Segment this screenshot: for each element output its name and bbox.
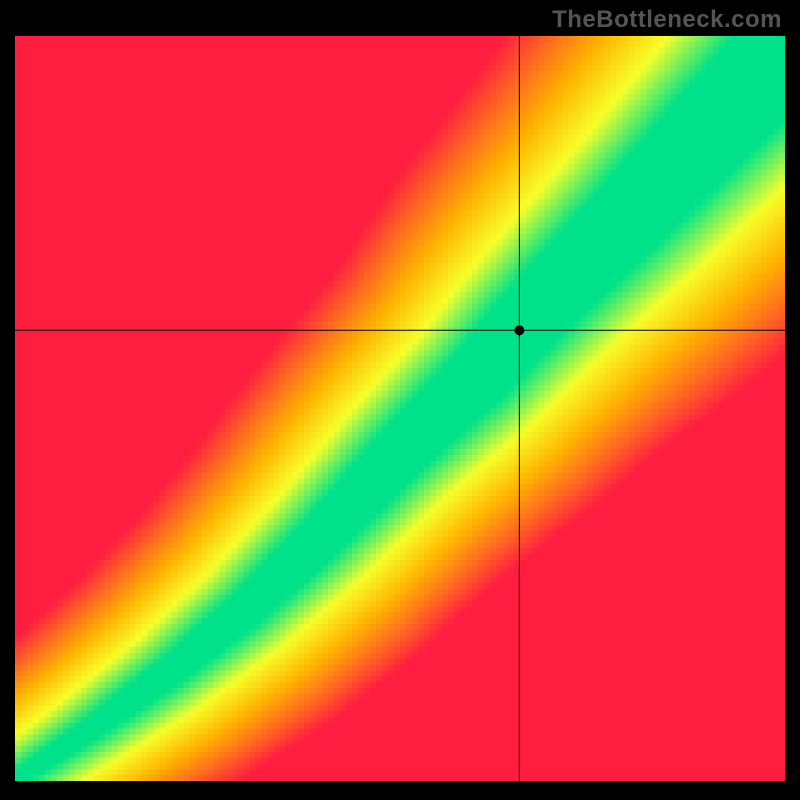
heatmap-overlay — [15, 36, 785, 781]
chart-container: TheBottleneck.com — [0, 0, 800, 800]
heatmap-plot — [15, 36, 785, 781]
marker-dot — [514, 325, 524, 335]
watermark-text: TheBottleneck.com — [552, 6, 782, 34]
